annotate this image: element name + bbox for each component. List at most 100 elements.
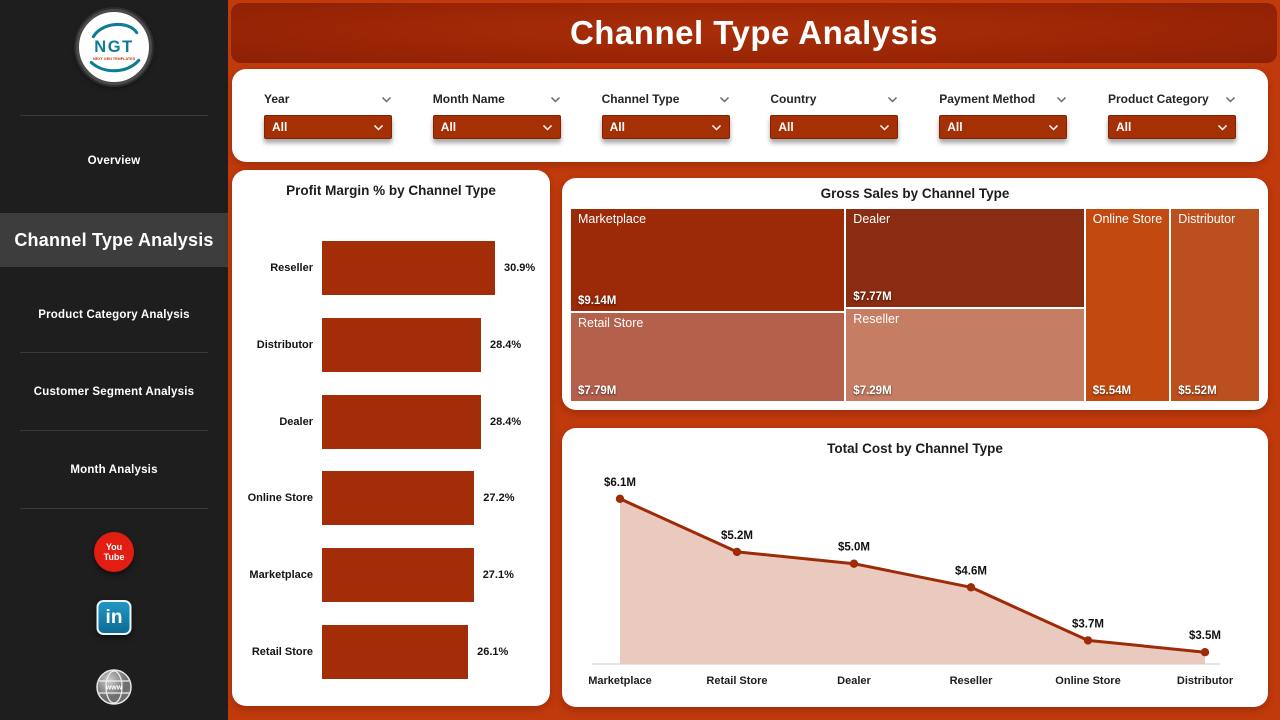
data-point-online-store[interactable]: [1083, 636, 1093, 645]
bar-retail-store[interactable]: [322, 624, 469, 679]
youtube-icon[interactable]: You Tube: [94, 532, 134, 572]
sidebar-item-channel-type-analysis[interactable]: Channel Type Analysis: [0, 213, 228, 267]
filter-dropdown-country[interactable]: All: [770, 115, 899, 139]
sidebar-item-label: Customer Segment Analysis: [33, 386, 195, 398]
youtube-text-line1: You: [105, 542, 123, 552]
total-cost-card: Total Cost by Channel Type $6.1M Marketpl…: [562, 428, 1268, 707]
sidebar-item-overview[interactable]: Overview: [0, 140, 228, 182]
linkedin-text: in: [105, 606, 123, 628]
data-point-label: $3.5M: [1189, 630, 1221, 642]
linkedin-icon[interactable]: in: [96, 600, 132, 635]
sidebar-divider: [20, 508, 208, 509]
chevron-down-icon: [1057, 96, 1067, 103]
filter-dropdown-payment-method[interactable]: All: [939, 115, 1068, 139]
bar-track: 28.4%: [322, 317, 544, 372]
bar-category-label: Retail Store: [251, 645, 313, 658]
filter-dropdown-month-name[interactable]: All: [432, 115, 561, 139]
data-point-label: $4.6M: [955, 565, 987, 577]
bar-category-label: Reseller: [270, 262, 313, 275]
treemap-tile-dealer[interactable]: Dealer $7.77M: [845, 208, 1085, 308]
data-point-label: $5.2M: [721, 530, 753, 542]
treemap-tile-name: Online Store: [1092, 212, 1163, 226]
treemap-chart-title: Gross Sales by Channel Type: [820, 186, 1010, 201]
chevron-down-icon: [1225, 96, 1236, 103]
bar-track: 26.1%: [322, 624, 544, 679]
treemap-tile-value: $7.77M: [853, 290, 892, 303]
bar-reseller[interactable]: [322, 241, 495, 296]
treemap-tile-distributor[interactable]: Distributor $5.52M: [1170, 208, 1260, 402]
sidebar: NGT NEXT GEN TEMPLATES Overview Channel T…: [0, 0, 228, 720]
treemap-tile-name: Marketplace: [578, 212, 647, 226]
logo-text: NGT: [94, 38, 133, 56]
bar-online-store[interactable]: [322, 471, 475, 526]
bar-dealer[interactable]: [322, 394, 481, 449]
data-point-label: $3.7M: [1072, 618, 1104, 630]
sidebar-divider: [20, 352, 208, 353]
chevron-down-icon: [381, 96, 392, 103]
treemap-tile-retail-store[interactable]: Retail Store $7.79M: [570, 311, 846, 402]
area-chart-title: Total Cost by Channel Type: [827, 441, 1003, 456]
data-point-distributor[interactable]: [1200, 648, 1210, 657]
treemap-tile-name: Dealer: [853, 212, 891, 226]
treemap-tile-name: Retail Store: [578, 315, 644, 330]
bar-track: 28.4%: [322, 394, 544, 449]
x-axis-label: Distributor: [1177, 675, 1234, 687]
bar-marketplace[interactable]: [322, 547, 474, 602]
chevron-down-icon: [1217, 124, 1228, 131]
data-point-marketplace[interactable]: [615, 494, 625, 503]
bar-category-label: Dealer: [279, 415, 313, 428]
bar-value-label: 26.1%: [477, 645, 509, 658]
total-cost-area-chart: $6.1M Marketplace $5.2M Retail Store $5.0M De…: [588, 477, 1234, 687]
filter-product-category: Product Category All: [1107, 92, 1236, 139]
filter-selected-value: All: [778, 120, 794, 134]
chevron-down-icon: [1049, 124, 1059, 131]
filter-dropdown-year[interactable]: All: [264, 115, 392, 139]
sidebar-item-customer-segment-analysis[interactable]: Customer Segment Analysis: [0, 371, 228, 413]
bar-distributor[interactable]: [322, 317, 481, 372]
treemap-tile-marketplace[interactable]: Marketplace $9.14M: [570, 208, 846, 312]
website-icon[interactable]: www: [96, 669, 132, 705]
ngt-logo: NGT NEXT GEN TEMPLATES: [76, 9, 152, 85]
sidebar-item-month-analysis[interactable]: Month Analysis: [0, 449, 228, 491]
ngt-logo-graphic: NGT NEXT GEN TEMPLATES: [89, 23, 141, 73]
data-point-dealer[interactable]: [849, 559, 859, 568]
filter-label: Product Category: [1107, 92, 1209, 106]
filter-channel-type: Channel Type All: [601, 92, 730, 139]
chevron-down-icon: [880, 124, 890, 131]
treemap-tile-value: $9.14M: [578, 294, 617, 307]
sidebar-item-product-category-analysis[interactable]: Product Category Analysis: [0, 294, 228, 336]
bar-track: 27.2%: [322, 471, 544, 526]
x-axis-label: Marketplace: [588, 675, 652, 687]
treemap-tile-online-store[interactable]: Online Store $5.54M: [1084, 208, 1171, 402]
data-point-reseller[interactable]: [966, 583, 976, 592]
filter-selected-value: All: [272, 120, 288, 134]
filter-label: Year: [264, 92, 290, 106]
treemap-tile-value: $7.79M: [578, 384, 617, 397]
chevron-down-icon: [719, 96, 729, 103]
bar-value-label: 27.2%: [483, 492, 515, 505]
x-axis-label: Retail Store: [706, 675, 767, 687]
profit-margin-card: Profit Margin % by Channel Type Reseller…: [232, 170, 550, 706]
sidebar-divider: [20, 430, 208, 431]
data-point-retail-store[interactable]: [732, 547, 742, 557]
treemap-tile-value: $7.29M: [853, 384, 892, 397]
bar-value-label: 27.1%: [482, 568, 514, 581]
treemap-tile-name: Reseller: [853, 311, 900, 326]
filter-dropdown-channel-type[interactable]: All: [601, 115, 730, 139]
sidebar-divider: [20, 115, 208, 116]
treemap-tile-reseller[interactable]: Reseller $7.29M: [845, 307, 1085, 402]
bar-row-distributor: Distributor 28.4%: [244, 307, 544, 384]
bar-value-label: 28.4%: [490, 338, 522, 351]
bar-row-marketplace: Marketplace 27.1%: [244, 537, 544, 614]
filter-label: Month Name: [432, 92, 505, 106]
bar-row-reseller: Reseller 30.9%: [244, 230, 544, 307]
area-fill: [620, 498, 1205, 664]
youtube-text-line2: Tube: [103, 552, 125, 562]
filter-label: Channel Type: [601, 92, 680, 106]
globe-graphic: www: [96, 669, 132, 705]
data-point-label: $5.0M: [838, 542, 870, 554]
filter-selected-value: All: [947, 120, 963, 134]
bar-category-label: Distributor: [256, 338, 313, 351]
sidebar-item-label: Month Analysis: [70, 464, 158, 476]
filter-dropdown-product-category[interactable]: All: [1107, 115, 1236, 139]
